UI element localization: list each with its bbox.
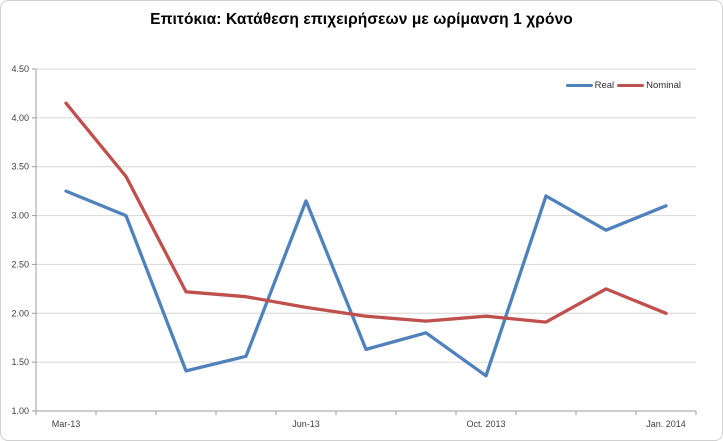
y-tick-label: 1.50: [11, 357, 29, 367]
x-tick-label: Jun-13: [292, 419, 320, 429]
gridlines: [36, 68, 696, 363]
y-tick-label: 2.00: [11, 308, 29, 318]
x-tick-label: Oct. 2013: [466, 419, 505, 429]
y-tick-label: 4.50: [11, 64, 29, 74]
legend-label: Real: [594, 80, 615, 91]
y-tick-label: 1.00: [11, 406, 29, 416]
legend-item-real[interactable]: Real: [565, 80, 615, 91]
x-tick-labels: Mar-13 Jun-13 Oct. 2013 Jan. 2014: [52, 419, 686, 429]
x-tick-label: Mar-13: [52, 419, 81, 429]
legend-label: Nominal: [646, 80, 681, 91]
legend-swatch-nominal: [617, 83, 645, 88]
series-line-nominal[interactable]: [64, 101, 668, 324]
series-line-real[interactable]: [64, 189, 668, 378]
legend-swatch-real: [565, 83, 593, 88]
y-tick-label: 3.50: [11, 162, 29, 172]
axes: [32, 68, 697, 415]
y-tick-labels: 4.50 4.00 3.50 3.00 2.50 2.00 1.50 1.00: [11, 64, 29, 416]
legend-item-nominal[interactable]: Nominal: [617, 80, 681, 91]
chart-title: Επιτόκια: Κατάθεση επιχειρήσεων με ωρίμα…: [150, 11, 573, 28]
x-tick-label: Jan. 2014: [646, 419, 686, 429]
y-tick-label: 3.00: [11, 211, 29, 221]
y-tick-label: 4.00: [11, 113, 29, 123]
legend: Real Nominal: [565, 80, 681, 91]
y-tick-label: 2.50: [11, 259, 29, 269]
